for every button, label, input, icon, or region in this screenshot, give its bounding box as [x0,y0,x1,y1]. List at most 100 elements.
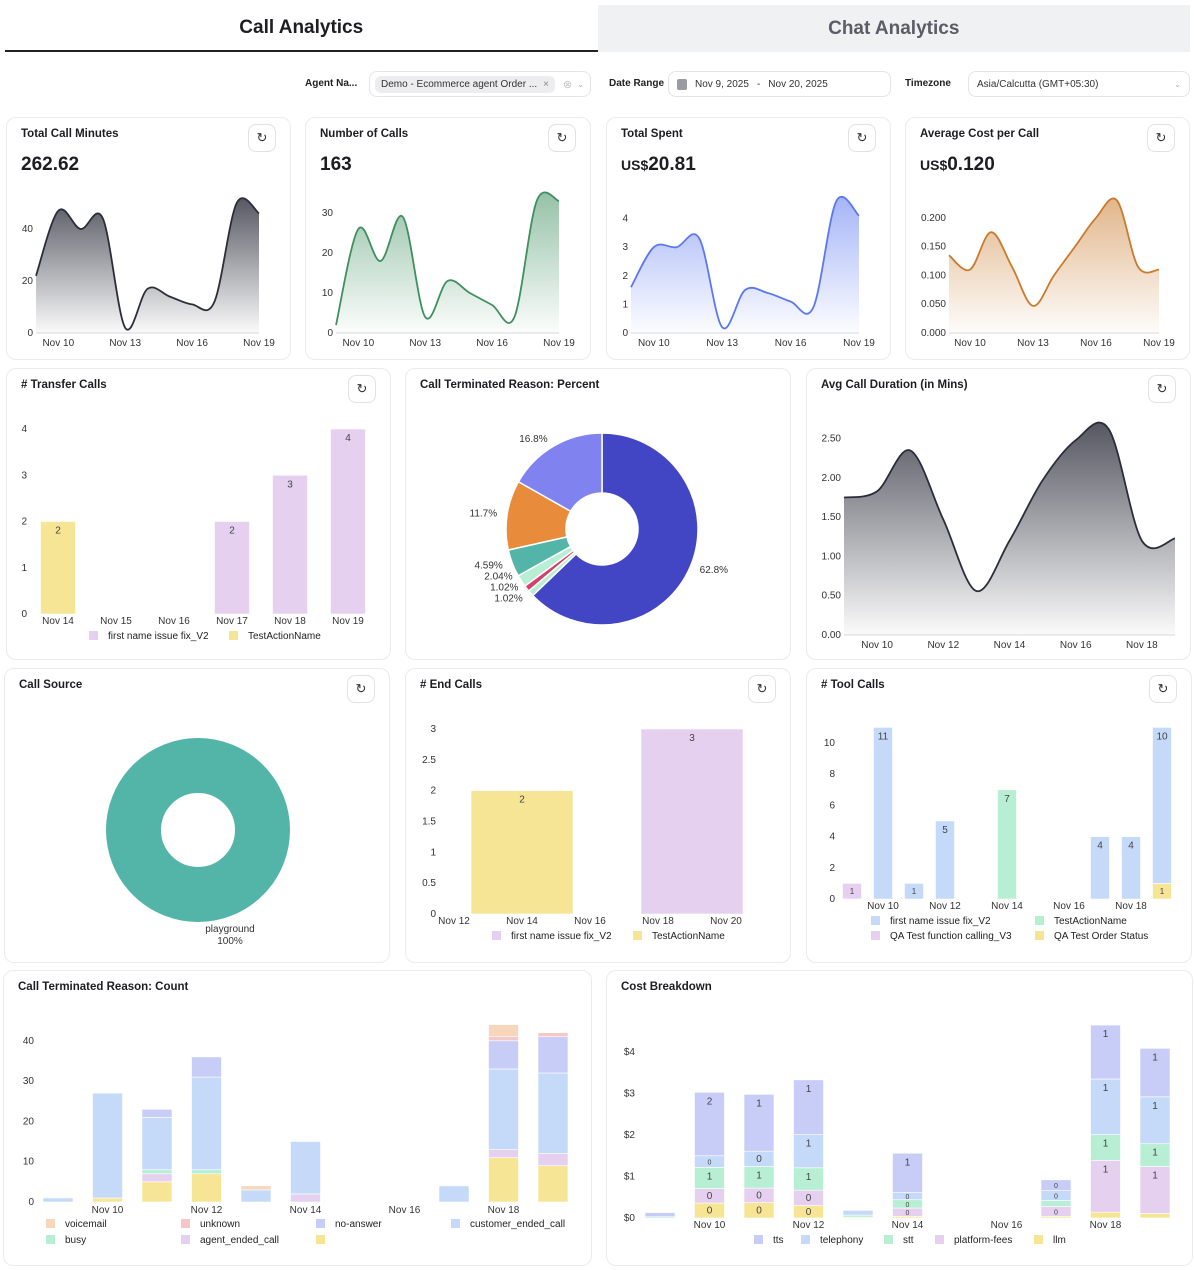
pie-slice [531,432,699,626]
legend-label: tts [773,1235,784,1246]
kpi-value: 163 [320,154,352,176]
refresh-button[interactable]: ↻ [248,124,276,152]
legend-item[interactable]: first name issue fix_V2 [89,631,209,642]
card-title: Cost Breakdown [621,981,712,993]
chart-svg: 0 1 2 3 4 Nov 14 Nov 15 Nov 16 Nov 17 Nov 18 Nov 1… [21,424,366,642]
x-tick-label: Nov 10 [638,338,670,349]
legend-item[interactable]: llm [1034,1235,1066,1246]
legend-item[interactable]: telephony [801,1235,863,1246]
series-line [335,191,560,326]
agent-select[interactable]: Demo - Ecommerce agent Order ... × ⊗ ⌄ [369,71,591,97]
legend-item[interactable]: QA Test function calling_V3 [871,931,1012,942]
legend-swatch [754,1235,763,1244]
refresh-button[interactable]: ↻ [1148,375,1176,403]
y-tick-label: 0 [829,894,835,905]
legend-item[interactable]: TestActionName [229,631,321,642]
bar-value-label: 0 [707,1206,713,1217]
card-title: Call Terminated Reason: Count [18,981,189,993]
clear-icon[interactable]: ⊗ [563,78,573,91]
card-title: Call Source [19,679,83,691]
x-tick-label: Nov 18 [274,616,306,627]
card-title: # End Calls [420,679,482,691]
y-tick-label: 10 [322,288,334,299]
x-tick-label: Nov 10 [342,338,374,349]
refresh-icon: ↻ [856,130,868,145]
bar-segment [892,1152,923,1193]
x-tick-label: Nov 19 [332,616,364,627]
legend-item[interactable]: no-answer [316,1219,382,1230]
refresh-button[interactable]: ↻ [347,675,375,703]
bar-segment [141,1108,173,1118]
chart-svg: 0 10 20 30 Nov 10 Nov 13 Nov 16 Nov 19 [322,191,575,349]
legend-label: platform-fees [954,1235,1012,1246]
bar-value-label: 0 [708,1160,712,1167]
x-tick-label: Nov 14 [994,640,1026,651]
legend-label: customer_ended_call [470,1219,565,1230]
legend-item[interactable]: unknown [181,1219,240,1230]
bar-value-label: 5 [942,825,948,836]
x-tick-label: Nov 12 [927,640,959,651]
refresh-icon: ↻ [756,681,768,696]
y-tick-label: 20 [322,248,334,259]
x-tick-label: Nov 15 [100,616,132,627]
y-tick-label: 40 [22,224,34,235]
legend-item[interactable]: customer_ended_call [451,1219,565,1230]
cost-breakdown-card: Cost Breakdown $0 $1 $2 $3 $4 Nov 10 Nov 12 Nov… [606,970,1193,1266]
legend-item[interactable]: TestActionName [1035,916,1127,927]
bar-value-label: 4 [345,433,351,444]
legend-item[interactable]: busy [46,1235,86,1246]
kpi-value: 262.62 [21,154,79,176]
date-end: Nov 20, 2025 [768,78,828,90]
y-tick-label: 2 [430,786,436,797]
agent-chip: Demo - Ecommerce agent Order ... × [375,75,556,93]
legend-item[interactable] [316,1235,325,1244]
total-call-minutes-card: Total Call Minutes ↻ 262.62 0 20 40 Nov 10 N… [6,117,291,360]
tab-chat-analytics[interactable]: Chat Analytics [597,5,1190,52]
y-tick-label: 3 [622,242,628,253]
x-tick-label: Nov 16 [1060,640,1092,651]
legend-item[interactable]: tts [754,1235,784,1246]
legend-item[interactable]: first name issue fix_V2 [492,931,612,942]
refresh-button[interactable]: ↻ [848,124,876,152]
legend-item[interactable]: first name issue fix_V2 [871,916,991,927]
y-tick-label: $1 [624,1172,636,1183]
chevron-down-icon[interactable]: ⌄ [577,79,584,89]
bar-value-label: 0 [806,1207,812,1218]
bar-value-label: 0 [1054,1183,1058,1190]
bar-segment [842,1210,874,1216]
kpi-prefix: US$ [920,157,948,173]
series-line [630,196,860,330]
x-tick-label: Nov 18 [1126,640,1158,651]
bar-segment [470,790,574,915]
y-tick-label: 1.5 [422,817,436,828]
legend-label: telephony [820,1235,863,1246]
legend-label: first name issue fix_V2 [511,931,612,942]
legend-item[interactable]: QA Test Order Status [1035,931,1148,942]
legend-item[interactable]: TestActionName [633,931,725,942]
y-tick-label: 0.200 [921,213,946,224]
bar-value-label: 2 [519,795,525,806]
refresh-button[interactable]: ↻ [548,124,576,152]
legend-item[interactable]: platform-fees [935,1235,1012,1246]
y-tick-label: $3 [624,1089,636,1100]
y-tick-label: 0.100 [921,270,946,281]
x-tick-label: Nov 14 [290,1205,322,1216]
tab-call-analytics[interactable]: Call Analytics [5,5,598,52]
legend-item[interactable]: agent_ended_call [181,1235,279,1246]
refresh-button[interactable]: ↻ [348,375,376,403]
kpi-value: US$20.81 [621,154,696,176]
refresh-button[interactable]: ↻ [1149,675,1177,703]
y-tick-label: 0.150 [921,242,946,253]
refresh-button[interactable]: ↻ [748,675,776,703]
y-tick-label: 20 [23,1116,35,1127]
remove-chip-icon[interactable]: × [543,78,550,90]
y-tick-label: 0.050 [921,299,946,310]
date-range-picker[interactable]: Nov 9, 2025 - Nov 20, 2025 [668,71,891,97]
timezone-select[interactable]: Asia/Calcutta (GMT+05:30) ⌄ [968,71,1190,97]
legend-item[interactable]: stt [884,1235,914,1246]
bar-value-label: 1 [707,1171,713,1182]
legend-item[interactable]: voicemail [46,1219,107,1230]
bar-segment [290,1141,321,1195]
slice-percent-label: 4.59% [474,561,502,572]
refresh-button[interactable]: ↻ [1147,124,1175,152]
